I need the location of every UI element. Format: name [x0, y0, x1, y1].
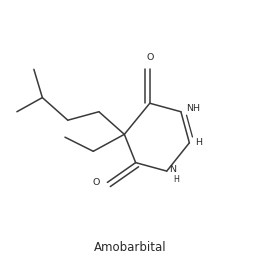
Text: H: H	[195, 138, 202, 147]
Text: NH: NH	[186, 104, 200, 113]
Text: N: N	[170, 165, 177, 174]
Text: Amobarbital: Amobarbital	[94, 241, 166, 254]
Text: O: O	[93, 178, 100, 187]
Text: O: O	[146, 53, 153, 62]
Text: H: H	[173, 175, 179, 184]
